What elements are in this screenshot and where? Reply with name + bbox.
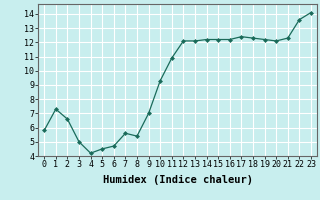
X-axis label: Humidex (Indice chaleur): Humidex (Indice chaleur) (103, 175, 252, 185)
